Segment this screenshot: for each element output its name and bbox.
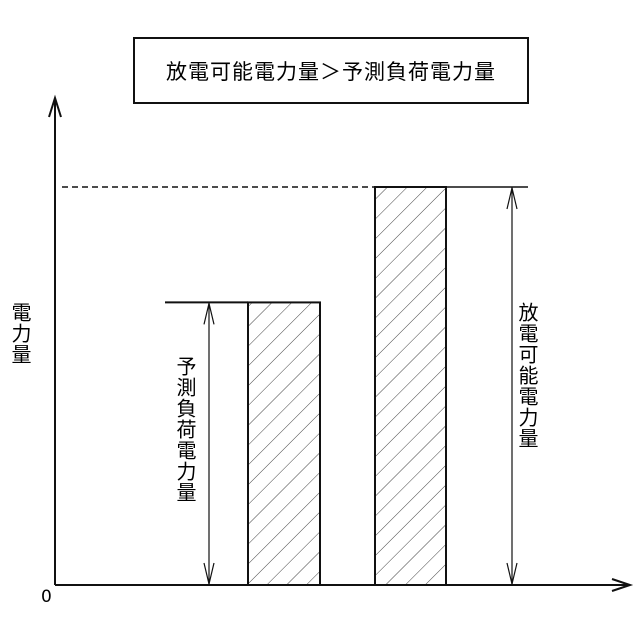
bar (375, 187, 446, 585)
y-axis-label: 電力量 (9, 302, 31, 365)
origin-label: 0 (41, 587, 52, 607)
bar (248, 302, 320, 585)
bar-label-dischargeable: 放電可能電力量 (516, 302, 538, 449)
bar-label-predicted-load: 予測負荷電力量 (174, 356, 196, 503)
